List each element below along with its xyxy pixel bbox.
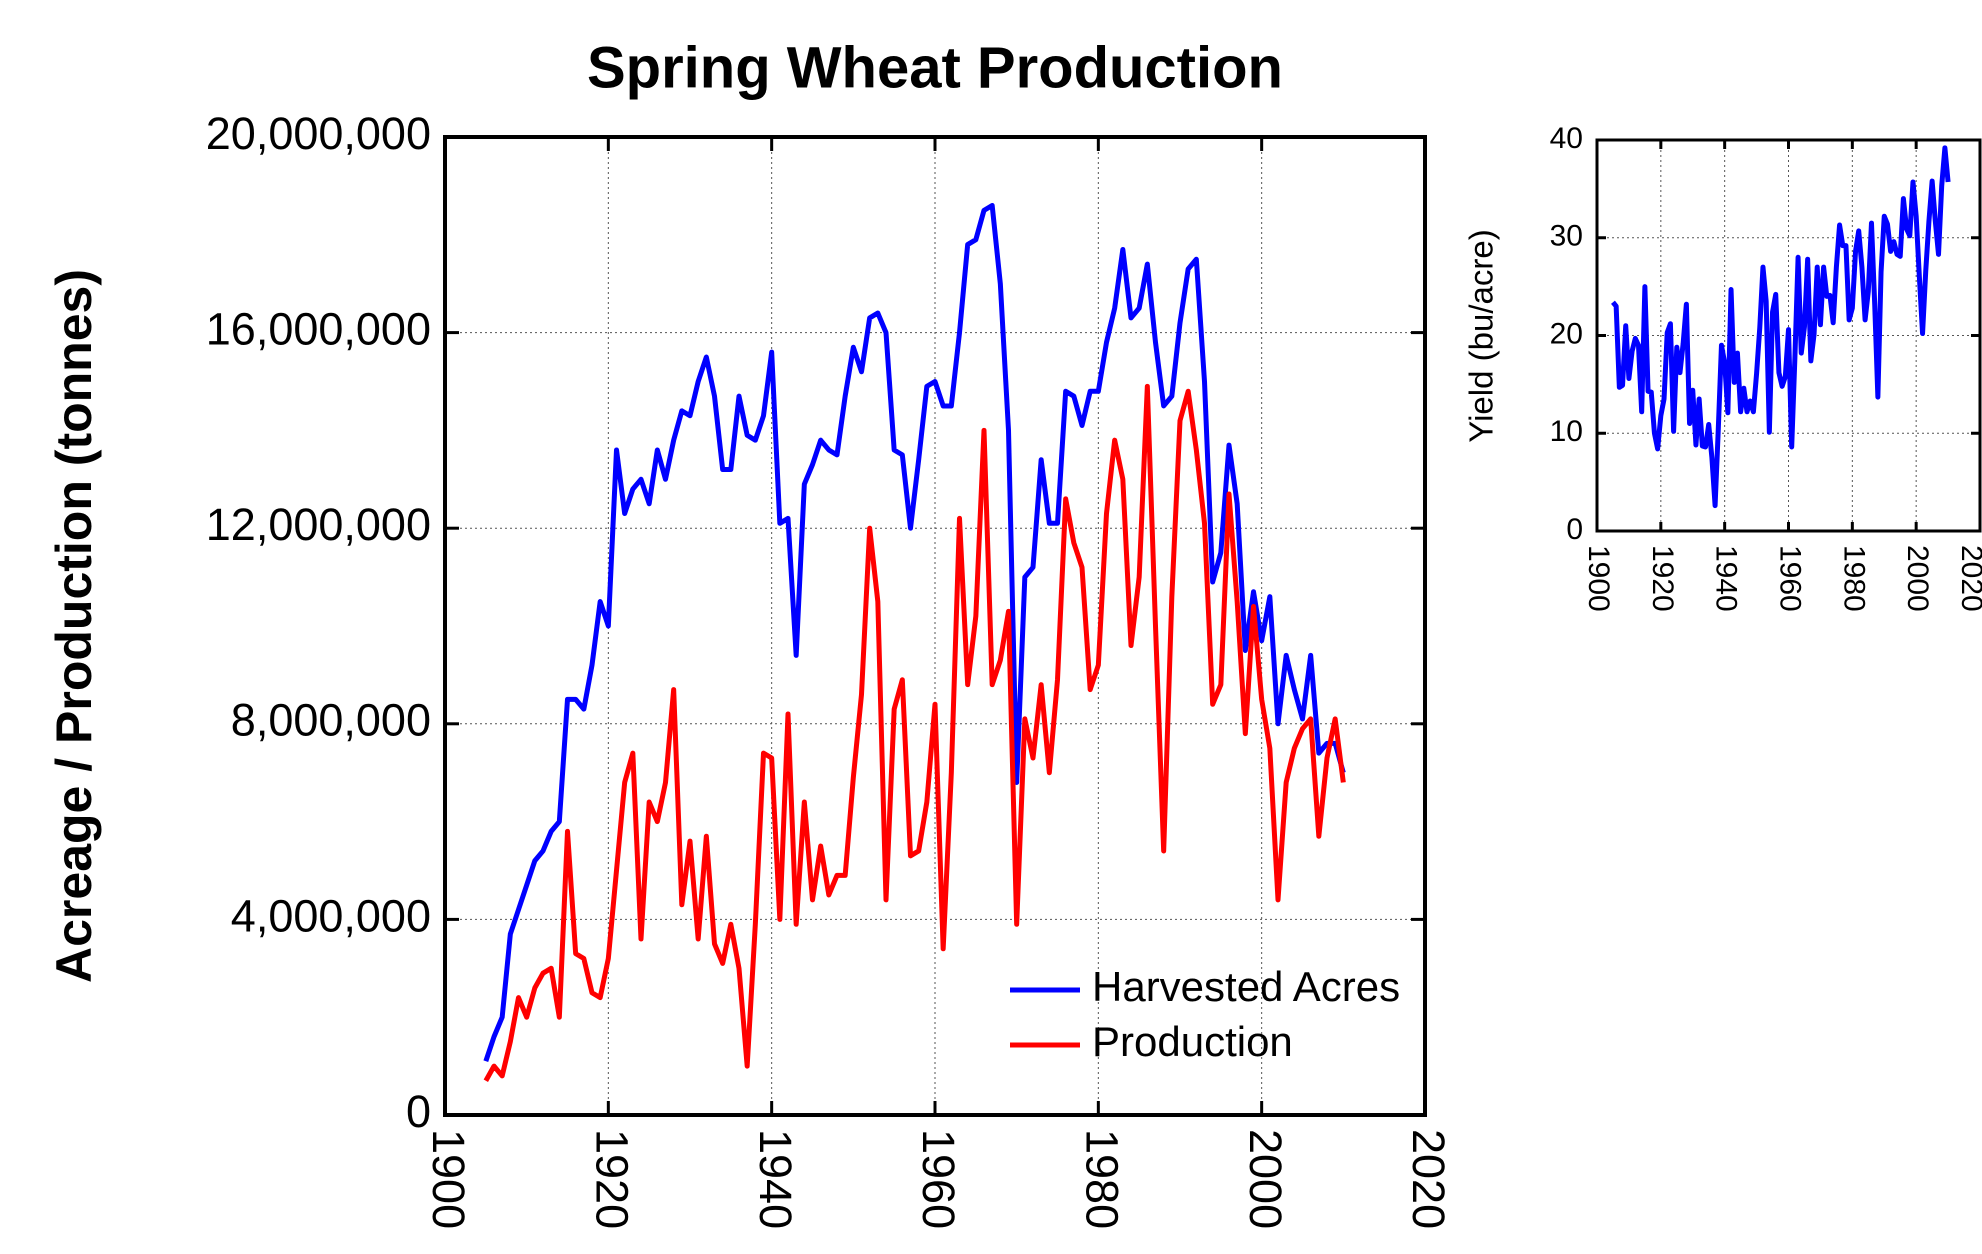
plot-frame	[1595, 138, 1982, 533]
x-tick-label: 2000	[1240, 1129, 1291, 1229]
y-tick-label: 0	[406, 1086, 431, 1137]
y-tick-label: 40	[1550, 122, 1583, 155]
legend-label: Production	[1092, 1018, 1293, 1065]
y-tick-label: 0	[1566, 513, 1583, 546]
data-line	[1611, 145, 1951, 509]
x-tick-label: 1960	[1774, 545, 1807, 612]
x-tick-label: 1940	[750, 1129, 801, 1229]
x-tick-label: 2020	[1955, 545, 1982, 612]
y-tick-label: 20	[1550, 317, 1583, 350]
y-axis-label: Acreage / Production (tonnes)	[46, 269, 102, 983]
x-tick-label: 1960	[913, 1129, 964, 1229]
x-tick-label: 1900	[423, 1129, 474, 1229]
x-tick-label: 1920	[586, 1129, 637, 1229]
legend-label: Harvested Acres	[1092, 963, 1400, 1010]
data-line	[483, 202, 1346, 1063]
y-tick-label: 4,000,000	[231, 890, 431, 941]
chart-title: Spring Wheat Production	[587, 35, 1283, 100]
y-tick-label: 30	[1550, 220, 1583, 253]
y-axis-label: Yield (bu/acre)	[1463, 229, 1500, 442]
y-tick-label: 16,000,000	[206, 303, 431, 354]
x-tick-label: 1900	[1582, 545, 1615, 612]
plot-frame	[443, 135, 1427, 1117]
x-tick-label: 1980	[1076, 1129, 1127, 1229]
y-tick-label: 8,000,000	[231, 695, 431, 746]
x-tick-label: 1940	[1710, 545, 1743, 612]
data-line	[483, 383, 1346, 1082]
x-tick-label: 1980	[1837, 545, 1870, 612]
x-tick-label: 2000	[1901, 545, 1934, 612]
y-tick-label: 20,000,000	[206, 108, 431, 159]
y-tick-label: 12,000,000	[206, 499, 431, 550]
x-tick-label: 1920	[1646, 545, 1679, 612]
x-tick-label: 2020	[1403, 1129, 1454, 1229]
y-tick-label: 10	[1550, 415, 1583, 448]
